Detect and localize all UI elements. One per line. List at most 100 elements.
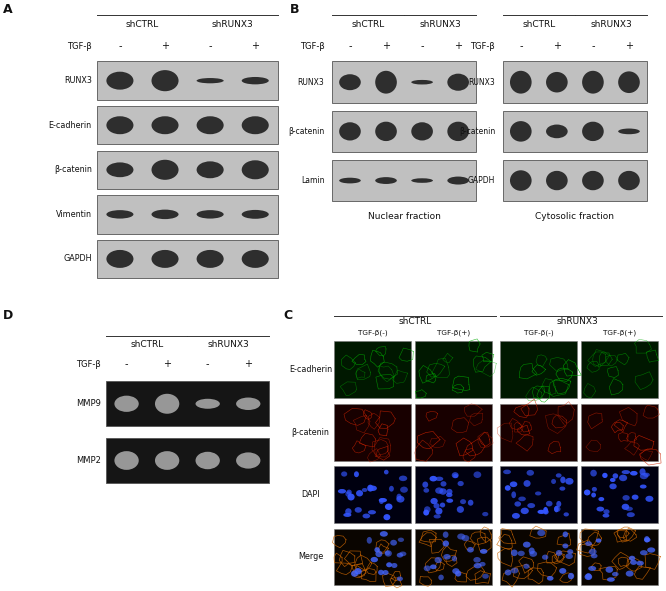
Text: +: + [454,41,462,51]
Text: -: - [118,41,122,51]
Ellipse shape [598,497,604,501]
Bar [500,404,577,460]
Ellipse shape [582,171,604,190]
Ellipse shape [644,536,650,543]
Ellipse shape [452,556,457,561]
Text: RUNX3: RUNX3 [468,77,495,87]
Ellipse shape [591,554,597,558]
Ellipse shape [423,509,429,515]
Ellipse shape [107,116,133,134]
Ellipse shape [543,507,548,514]
Ellipse shape [474,472,482,478]
Ellipse shape [155,451,179,470]
Text: TGF-β(-): TGF-β(-) [358,330,387,336]
Bar [415,404,492,460]
Ellipse shape [640,550,647,556]
Ellipse shape [556,473,561,478]
Ellipse shape [436,476,444,481]
Text: shRUNX3: shRUNX3 [420,20,461,29]
Ellipse shape [115,395,139,412]
Text: β-catenin: β-catenin [459,127,495,136]
Ellipse shape [412,178,433,183]
Ellipse shape [440,481,446,486]
Ellipse shape [446,499,453,503]
Text: Lamin: Lamin [301,176,324,185]
Ellipse shape [400,486,408,493]
Ellipse shape [603,509,609,514]
Ellipse shape [554,506,559,512]
Ellipse shape [597,506,604,511]
Text: -: - [125,359,129,369]
Ellipse shape [563,512,569,517]
Ellipse shape [607,577,615,582]
Ellipse shape [592,487,597,492]
Text: β-catenin: β-catenin [54,165,92,174]
Ellipse shape [438,574,444,580]
Bar [332,61,476,103]
Ellipse shape [509,482,517,487]
Ellipse shape [435,488,443,494]
Ellipse shape [196,452,220,469]
Ellipse shape [434,503,440,508]
Ellipse shape [367,485,374,492]
Ellipse shape [640,485,647,489]
Ellipse shape [647,547,655,553]
Ellipse shape [529,551,537,557]
Ellipse shape [521,508,529,514]
Text: GAPDH: GAPDH [63,254,92,264]
Ellipse shape [400,551,406,556]
Bar [334,342,411,398]
Text: shRUNX3: shRUNX3 [590,20,632,29]
Ellipse shape [151,116,178,134]
Ellipse shape [424,488,429,493]
Text: +: + [553,41,561,51]
Ellipse shape [397,576,403,581]
Ellipse shape [434,557,442,563]
Ellipse shape [348,493,354,501]
Ellipse shape [559,568,566,574]
Text: -: - [208,41,212,51]
Ellipse shape [546,72,567,92]
Text: TGF-β(-): TGF-β(-) [523,330,553,336]
Ellipse shape [629,556,635,561]
Ellipse shape [603,514,609,518]
Ellipse shape [535,492,541,495]
Ellipse shape [457,534,465,540]
Text: -: - [206,359,209,369]
Ellipse shape [343,513,352,517]
Ellipse shape [591,492,596,498]
Ellipse shape [412,122,433,141]
Bar [581,404,658,460]
Ellipse shape [434,514,441,518]
Ellipse shape [474,557,481,563]
Ellipse shape [595,538,601,543]
Ellipse shape [346,489,352,495]
Text: TGF-β: TGF-β [470,41,495,51]
Ellipse shape [619,475,627,481]
Ellipse shape [345,491,351,497]
Ellipse shape [584,489,590,495]
Text: shRUNX3: shRUNX3 [556,317,598,326]
Bar [500,528,577,585]
Ellipse shape [362,488,368,492]
Ellipse shape [605,567,613,573]
Ellipse shape [376,550,382,557]
Text: shCTRL: shCTRL [352,20,385,29]
Ellipse shape [621,504,629,510]
Ellipse shape [385,551,390,555]
Ellipse shape [151,70,178,91]
Ellipse shape [448,122,469,141]
Ellipse shape [523,564,529,569]
Ellipse shape [467,547,474,553]
Bar [334,404,411,460]
Ellipse shape [565,554,573,559]
Ellipse shape [512,513,520,519]
Ellipse shape [510,71,531,93]
Ellipse shape [107,72,133,90]
Bar [503,61,647,103]
Ellipse shape [590,470,597,476]
Ellipse shape [430,476,437,482]
Text: -: - [420,41,424,51]
Bar [415,342,492,398]
Ellipse shape [582,71,604,93]
